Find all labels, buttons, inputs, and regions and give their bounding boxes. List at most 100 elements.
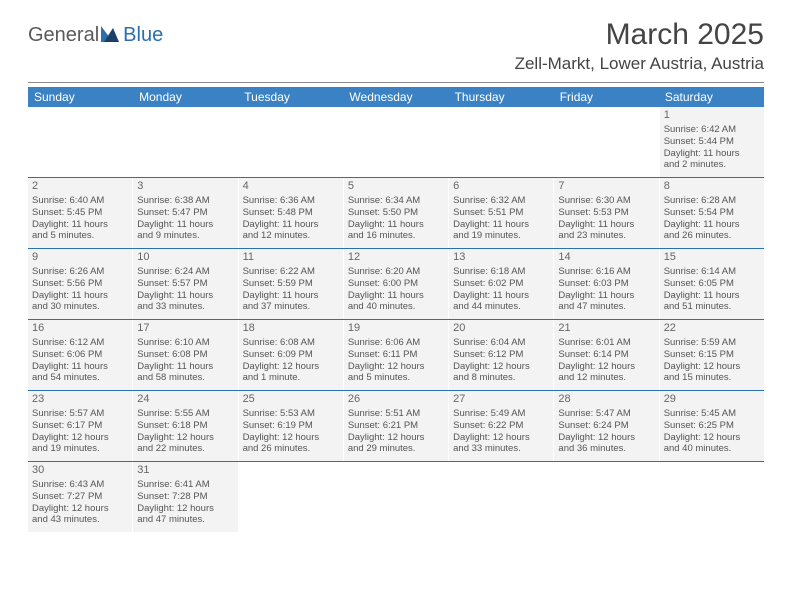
daylight-text: Daylight: 12 hours [664,361,760,373]
daylight-text: and 26 minutes. [243,443,339,455]
calendar-cell-empty [344,462,449,532]
daylight-text: Daylight: 11 hours [32,290,128,302]
daylight-text: Daylight: 11 hours [32,361,128,373]
day-number: 13 [453,251,549,265]
daylight-text: and 12 minutes. [243,230,339,242]
sunrise-text: Sunrise: 6:32 AM [453,195,549,207]
day-number: 25 [243,393,339,407]
calendar-cell-empty [28,107,133,177]
header-divider [28,82,764,83]
calendar-cell: 3Sunrise: 6:38 AMSunset: 5:47 PMDaylight… [133,178,238,248]
calendar-cell: 14Sunrise: 6:16 AMSunset: 6:03 PMDayligh… [554,249,659,319]
sunrise-text: Sunrise: 6:08 AM [243,337,339,349]
day-number: 17 [137,322,233,336]
calendar-cell: 27Sunrise: 5:49 AMSunset: 6:22 PMDayligh… [449,391,554,461]
sunset-text: Sunset: 5:44 PM [664,136,760,148]
day-number: 19 [348,322,444,336]
header: General Blue March 2025 Zell-Markt, Lowe… [28,18,764,74]
daylight-text: Daylight: 12 hours [558,432,654,444]
daylight-text: Daylight: 11 hours [348,219,444,231]
sunrise-text: Sunrise: 6:24 AM [137,266,233,278]
daylight-text: Daylight: 11 hours [453,219,549,231]
day-number: 23 [32,393,128,407]
sunset-text: Sunset: 5:54 PM [664,207,760,219]
sunset-text: Sunset: 6:21 PM [348,420,444,432]
calendar-cell: 17Sunrise: 6:10 AMSunset: 6:08 PMDayligh… [133,320,238,390]
sunset-text: Sunset: 6:12 PM [453,349,549,361]
daylight-text: and 40 minutes. [348,301,444,313]
daylight-text: and 51 minutes. [664,301,760,313]
daylight-text: and 5 minutes. [32,230,128,242]
logo-text-blue: Blue [123,24,163,47]
weekday-monday: Monday [133,87,238,107]
sunset-text: Sunset: 5:45 PM [32,207,128,219]
week-row: 16Sunrise: 6:12 AMSunset: 6:06 PMDayligh… [28,320,764,391]
daylight-text: and 47 minutes. [558,301,654,313]
day-number: 14 [558,251,654,265]
calendar-cell: 18Sunrise: 6:08 AMSunset: 6:09 PMDayligh… [239,320,344,390]
calendar-cell-empty [344,107,449,177]
calendar-cell: 23Sunrise: 5:57 AMSunset: 6:17 PMDayligh… [28,391,133,461]
daylight-text: Daylight: 12 hours [558,361,654,373]
calendar-cell: 10Sunrise: 6:24 AMSunset: 5:57 PMDayligh… [133,249,238,319]
day-number: 9 [32,251,128,265]
day-number: 28 [558,393,654,407]
daylight-text: and 43 minutes. [32,514,128,526]
daylight-text: Daylight: 11 hours [32,219,128,231]
sunset-text: Sunset: 5:56 PM [32,278,128,290]
sunrise-text: Sunrise: 5:51 AM [348,408,444,420]
daylight-text: and 8 minutes. [453,372,549,384]
week-row: 30Sunrise: 6:43 AMSunset: 7:27 PMDayligh… [28,462,764,532]
calendar-cell: 21Sunrise: 6:01 AMSunset: 6:14 PMDayligh… [554,320,659,390]
calendar-cell-empty [554,462,659,532]
sunrise-text: Sunrise: 5:57 AM [32,408,128,420]
day-number: 21 [558,322,654,336]
daylight-text: Daylight: 11 hours [664,148,760,160]
weekday-tuesday: Tuesday [238,87,343,107]
daylight-text: and 26 minutes. [664,230,760,242]
sunset-text: Sunset: 6:19 PM [243,420,339,432]
daylight-text: Daylight: 12 hours [664,432,760,444]
daylight-text: and 9 minutes. [137,230,233,242]
weekday-friday: Friday [554,87,659,107]
daylight-text: and 37 minutes. [243,301,339,313]
daylight-text: and 40 minutes. [664,443,760,455]
daylight-text: Daylight: 11 hours [137,219,233,231]
calendar-cell: 8Sunrise: 6:28 AMSunset: 5:54 PMDaylight… [660,178,764,248]
sunset-text: Sunset: 6:03 PM [558,278,654,290]
calendar-cell: 7Sunrise: 6:30 AMSunset: 5:53 PMDaylight… [554,178,659,248]
daylight-text: Daylight: 12 hours [32,432,128,444]
calendar-cell: 19Sunrise: 6:06 AMSunset: 6:11 PMDayligh… [344,320,449,390]
sunset-text: Sunset: 5:48 PM [243,207,339,219]
sunrise-text: Sunrise: 6:10 AM [137,337,233,349]
calendar-cell-empty [449,107,554,177]
daylight-text: Daylight: 12 hours [348,361,444,373]
sunrise-text: Sunrise: 5:55 AM [137,408,233,420]
sunset-text: Sunset: 5:50 PM [348,207,444,219]
logo: General Blue [28,24,163,47]
daylight-text: and 58 minutes. [137,372,233,384]
sunrise-text: Sunrise: 6:34 AM [348,195,444,207]
sunset-text: Sunset: 6:11 PM [348,349,444,361]
calendar-cell: 25Sunrise: 5:53 AMSunset: 6:19 PMDayligh… [239,391,344,461]
day-number: 15 [664,251,760,265]
day-number: 5 [348,180,444,194]
sunrise-text: Sunrise: 6:43 AM [32,479,128,491]
day-number: 20 [453,322,549,336]
calendar-cell-empty [660,462,764,532]
sunset-text: Sunset: 5:57 PM [137,278,233,290]
daylight-text: Daylight: 11 hours [348,290,444,302]
day-number: 11 [243,251,339,265]
calendar-cell: 9Sunrise: 6:26 AMSunset: 5:56 PMDaylight… [28,249,133,319]
sunset-text: Sunset: 6:25 PM [664,420,760,432]
sunrise-text: Sunrise: 5:47 AM [558,408,654,420]
weekday-header-row: Sunday Monday Tuesday Wednesday Thursday… [28,87,764,107]
daylight-text: and 15 minutes. [664,372,760,384]
day-number: 10 [137,251,233,265]
sunrise-text: Sunrise: 6:16 AM [558,266,654,278]
day-number: 7 [558,180,654,194]
day-number: 8 [664,180,760,194]
calendar-cell: 5Sunrise: 6:34 AMSunset: 5:50 PMDaylight… [344,178,449,248]
sunset-text: Sunset: 7:27 PM [32,491,128,503]
day-number: 27 [453,393,549,407]
